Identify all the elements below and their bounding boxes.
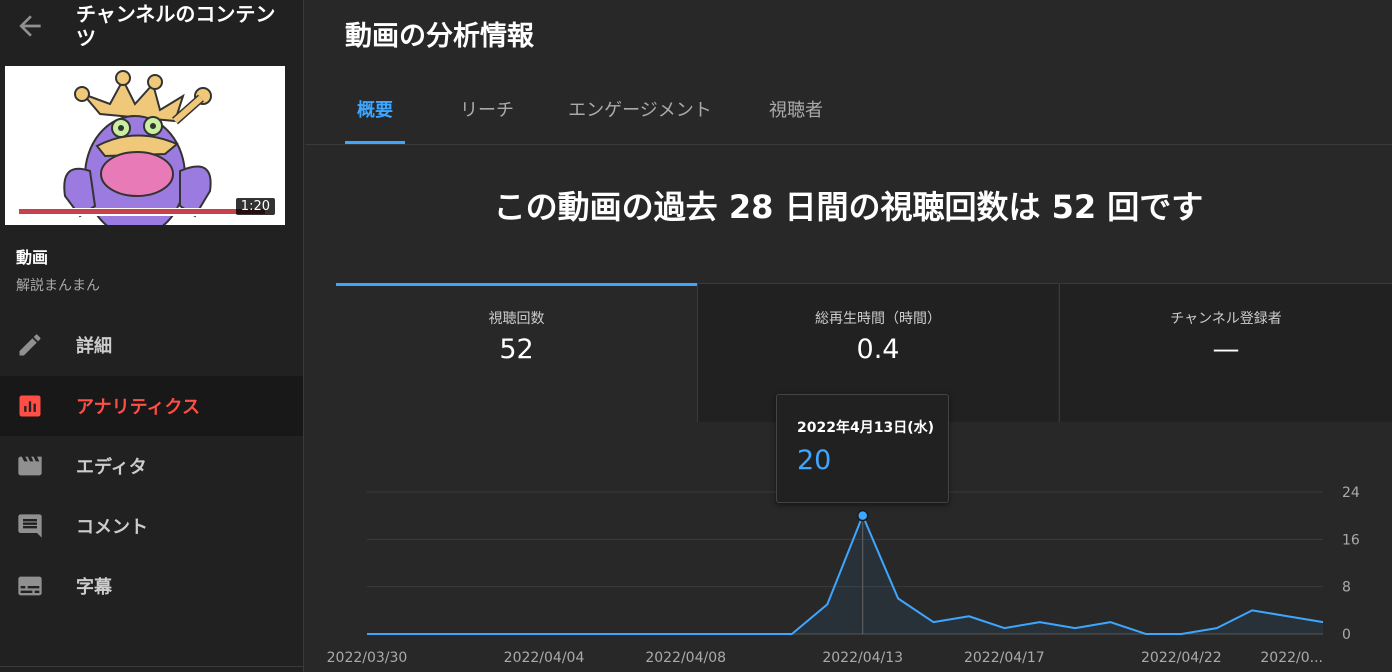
y-tick-label: 24 <box>1342 485 1360 501</box>
comment-icon <box>18 514 42 538</box>
summary-headline: この動画の過去 28 日間の視聴回数は 52 回です <box>493 188 1204 226</box>
subtitles-icon <box>18 576 42 596</box>
metric-label: 総再生時間（時間） <box>815 311 941 327</box>
tooltip-value: 20 <box>797 445 832 476</box>
chart-tooltip: 2022年4月13日(水) 20 <box>776 394 949 503</box>
series-line <box>367 514 1324 635</box>
mascot-illustration <box>5 66 285 225</box>
x-tick-label: 2022/04/22 <box>1141 650 1222 666</box>
sidebar-item-label: エディタ <box>76 457 147 478</box>
x-tick-label: 2022/0... <box>1260 650 1323 666</box>
pencil-icon <box>19 334 41 356</box>
x-tick-label: 2022/04/17 <box>964 650 1045 666</box>
sidebar: チャンネルのコンテンツ <box>0 0 304 672</box>
metric-value: 52 <box>499 334 534 365</box>
views-chart[interactable]: 0 8 16 24 2022/03/30 2022/04/04 2022/04/08 2022… <box>305 422 1392 672</box>
x-tick-label: 2022/03/30 <box>327 650 408 666</box>
tooltip-date: 2022年4月13日(水) <box>797 420 934 436</box>
sidebar-item-comments[interactable]: コメント <box>0 496 303 556</box>
page-title: 動画の分析情報 <box>345 21 534 52</box>
analytics-icon <box>19 395 41 417</box>
metric-label: チャンネル登録者 <box>1170 311 1282 327</box>
sidebar-divider <box>0 666 303 667</box>
sidebar-item-editor[interactable]: エディタ <box>0 436 303 496</box>
tab-audience[interactable]: 視聴者 <box>769 100 823 121</box>
back-arrow-icon[interactable] <box>14 10 46 42</box>
sidebar-item-subtitles[interactable]: 字幕 <box>0 556 303 616</box>
y-tick-label: 8 <box>1342 580 1351 596</box>
clapperboard-icon <box>18 456 42 476</box>
tab-reach[interactable]: リーチ <box>460 100 514 121</box>
sidebar-item-label: 詳細 <box>76 336 112 357</box>
x-tick-label: 2022/04/13 <box>822 650 903 666</box>
tab-overview[interactable]: 概要 <box>345 84 405 144</box>
metric-cards: 視聴回数 52 総再生時間（時間） 0.4 チャンネル登録者 — <box>336 283 1392 422</box>
metric-label: 視聴回数 <box>488 311 545 327</box>
sidebar-item-analytics[interactable]: アナリティクス <box>0 376 303 436</box>
sidebar-item-details[interactable]: 詳細 <box>0 315 303 375</box>
sidebar-video-title: 解説まんまん <box>16 278 100 294</box>
sidebar-item-label: 字幕 <box>76 577 112 598</box>
sidebar-item-label: コメント <box>76 517 148 538</box>
data-point <box>856 509 869 522</box>
metric-value: — <box>1212 334 1240 365</box>
tab-engagement[interactable]: エンゲージメント <box>568 100 712 121</box>
video-thumbnail[interactable]: 1:20 <box>5 66 285 225</box>
metric-value: 0.4 <box>856 334 900 365</box>
sidebar-title: チャンネルのコンテンツ <box>76 2 276 50</box>
metric-card-views[interactable]: 視聴回数 52 <box>336 283 697 422</box>
x-tick-label: 2022/04/04 <box>504 650 585 666</box>
metric-card-subscribers[interactable]: チャンネル登録者 — <box>1059 283 1392 422</box>
y-tick-label: 0 <box>1342 627 1351 643</box>
video-duration-badge: 1:20 <box>235 198 275 215</box>
tab-divider <box>305 144 1392 145</box>
x-tick-label: 2022/04/08 <box>645 650 726 666</box>
y-tick-label: 16 <box>1342 532 1360 548</box>
sidebar-video-label: 動画 <box>16 248 49 267</box>
series-area <box>367 515 1323 634</box>
sidebar-item-label: アナリティクス <box>76 397 201 418</box>
